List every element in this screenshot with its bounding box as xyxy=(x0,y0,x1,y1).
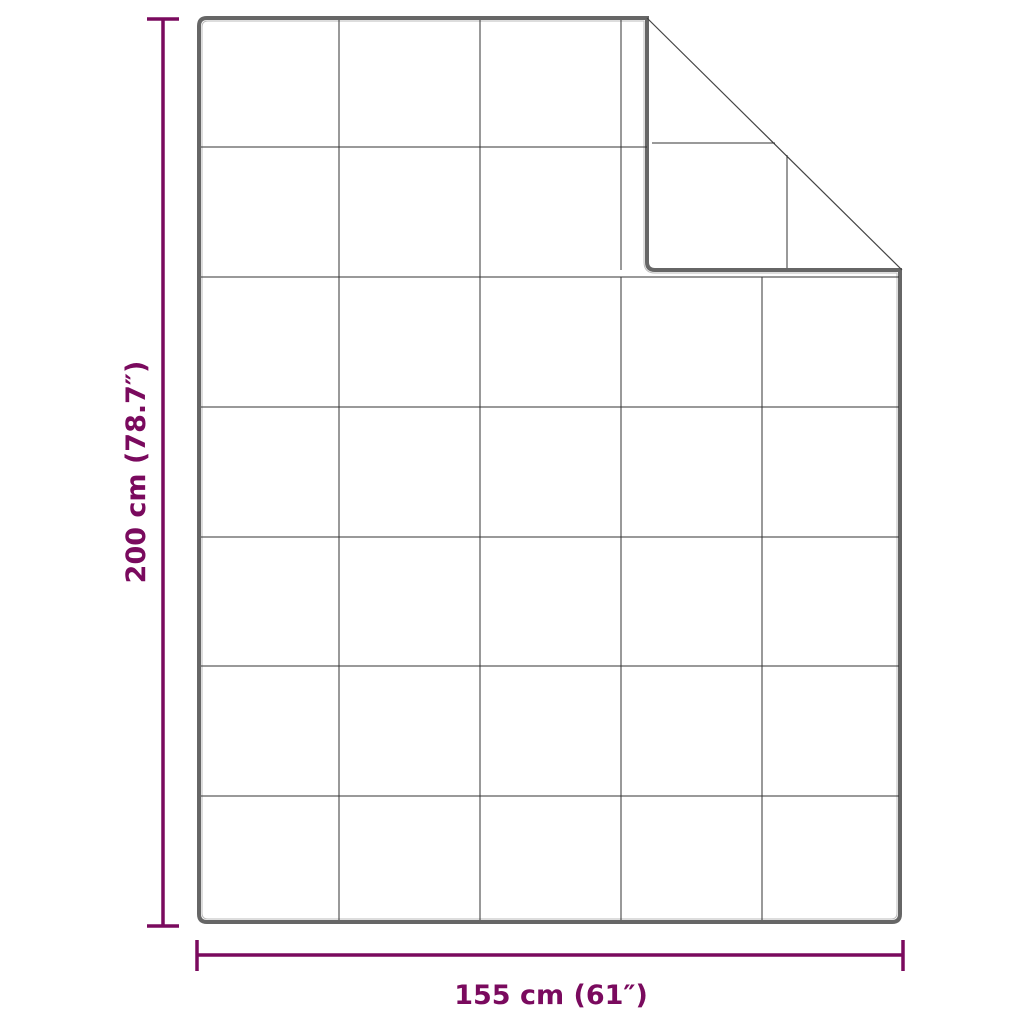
blanket-outline xyxy=(197,16,902,924)
blanket-outline-inner xyxy=(201,20,898,920)
quilt-grid xyxy=(201,20,899,920)
width-dimension xyxy=(195,940,905,971)
blanket xyxy=(197,16,903,924)
folded-corner xyxy=(646,17,903,271)
height-dimension xyxy=(147,17,179,928)
width-label: 155 cm (61″) xyxy=(454,980,648,1011)
height-label: 200 cm (78.7″) xyxy=(121,361,152,584)
